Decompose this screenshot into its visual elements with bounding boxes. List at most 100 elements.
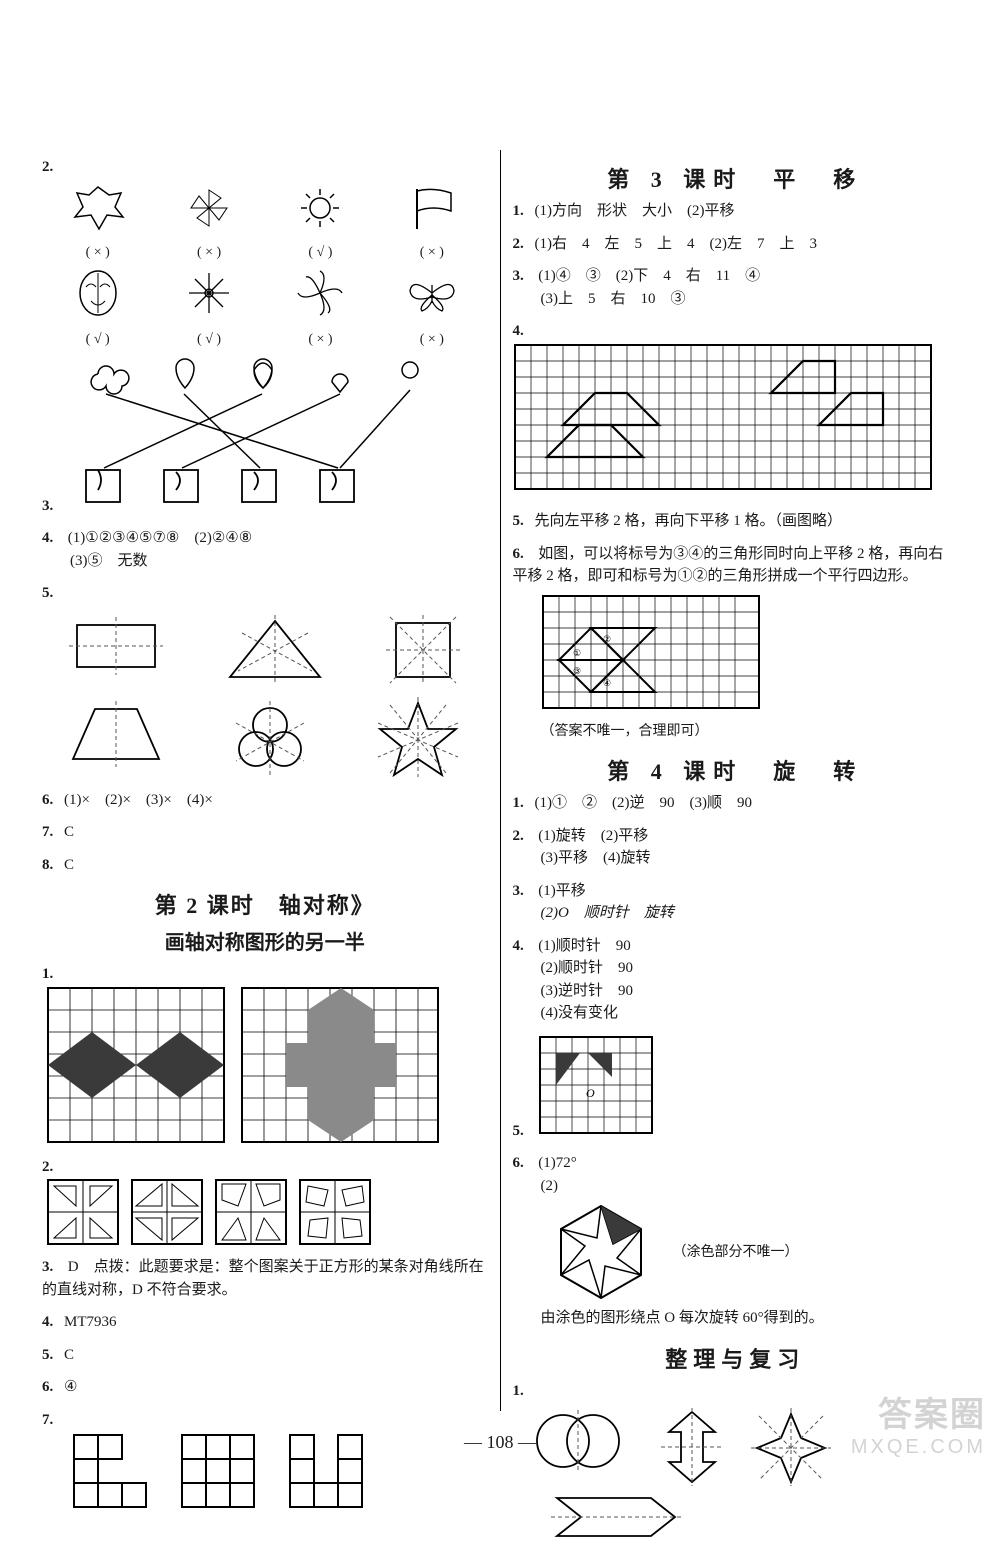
s3-q5: 5.先向左平移 2 格，再向下平移 1 格。（画图略） <box>513 510 959 533</box>
trapezoid-shape <box>61 695 171 773</box>
s4-q5-num: 5. <box>513 1120 535 1143</box>
page: 2. ( × ) ( × ) <box>0 0 1000 1471</box>
q2-r1c2-label: ( × ) <box>169 242 249 263</box>
q4-num: 4. <box>42 527 64 550</box>
s4-q6-num: 6. <box>513 1152 535 1175</box>
s3-q6: 6. 如图，可以将标号为③④的三角形同时向上平移 2 格，再向右平移 2 格，即… <box>513 543 959 743</box>
s4-q4-l4: (4)没有变化 <box>513 1002 959 1025</box>
chevron-shape <box>551 1492 681 1542</box>
s4-q1-num: 1. <box>513 792 535 815</box>
q5-num: 5. <box>42 582 64 605</box>
s2-q3-text: D 点拨：此题要求是：整个图案关于正方形的某条对角线所在的直线对称，D 不符合要… <box>42 1259 484 1298</box>
trefoil-shape <box>220 695 320 779</box>
s2-q7: 7. <box>42 1409 488 1508</box>
s4-q4-l3: (3)逆时针 90 <box>513 980 959 1003</box>
s4-q6-hex <box>541 1197 661 1307</box>
q2-r2c2-label: ( √ ) <box>169 329 249 350</box>
section2-title: 第 2 课时 轴对称》 <box>42 888 488 920</box>
q2-num: 2. <box>42 156 64 179</box>
q8-num: 8. <box>42 854 64 877</box>
s3-q4-num: 4. <box>513 320 535 343</box>
s3-q6-num: 6. <box>513 543 535 566</box>
rect-shape <box>61 611 171 681</box>
review-title: 整理与复习 <box>513 1342 959 1374</box>
q4: 4. (1)①②③④⑤⑦⑧ (2)②④⑧ (3)⑤ 无数 <box>42 527 488 572</box>
flag-icon: ( × ) <box>392 183 472 264</box>
s3-q3: 3. (1)④ ③ (2)下 4 右 11 ④ (3)上 5 右 10 ③ <box>513 265 959 310</box>
watermark: 答案圈 MXQE.COM <box>851 1387 986 1459</box>
s3-q5-num: 5. <box>513 510 535 533</box>
s3-q3-l2: (3)上 5 右 10 ③ <box>513 288 959 311</box>
q2-r1c4-label: ( × ) <box>392 242 472 263</box>
s4-q6: 6. (1)72° (2) <box>513 1152 959 1330</box>
s3-q4: 4. <box>513 320 959 500</box>
butterfly-icon: ( × ) <box>392 267 472 350</box>
q2-r2c3-label: ( × ) <box>280 329 360 350</box>
s4-q6-l2: (2) <box>513 1175 959 1198</box>
triangle-shape <box>220 611 330 689</box>
s4-q2-num: 2. <box>513 825 535 848</box>
q3-num: 3. <box>42 495 64 518</box>
q2: 2. ( × ) ( × ) <box>42 156 488 350</box>
q8: 8.C <box>42 854 488 877</box>
s4-q1-text: (1)① ② (2)逆 90 (3)顺 90 <box>535 795 752 811</box>
q2-r1c1-label: ( × ) <box>58 242 138 263</box>
s4-q5-grid: O <box>538 1035 658 1135</box>
s4-q3-l2: (2)O 顺时针 旋转 <box>513 902 959 925</box>
s2q2-box2 <box>130 1178 204 1246</box>
section2-sub: 画轴对称图形的另一半 <box>42 926 488 955</box>
watermark-line2: MXQE.COM <box>851 1436 986 1459</box>
s3-q1: 1.(1)方向 形状 大小 (2)平移 <box>513 200 959 223</box>
s4-q2-l2: (3)平移 (4)旋转 <box>513 847 959 870</box>
section3-title: 第 3 课时 平 移 <box>513 162 959 194</box>
mask-icon: ( √ ) <box>58 267 138 350</box>
q2-r2c4-label: ( × ) <box>392 329 472 350</box>
s3-q3-num: 3. <box>513 265 535 288</box>
q6: 6.(1)× (2)× (3)× (4)× <box>42 789 488 812</box>
s3-q2-text: (1)右 4 左 5 上 4 (2)左 7 上 3 <box>535 236 817 252</box>
s2-q1-num: 1. <box>42 963 64 986</box>
s3-q6-text: 如图，可以将标号为③④的三角形同时向上平移 2 格，再向右平移 2 格，即可和标… <box>513 546 944 585</box>
s2-q6-text: ④ <box>64 1379 77 1395</box>
q6-text: (1)× (2)× (3)× (4)× <box>64 792 213 808</box>
s4-q4-l1: (1)顺时针 90 <box>538 938 631 954</box>
q4-line1: (1)①②③④⑤⑦⑧ (2)②④⑧ <box>68 530 252 546</box>
page-number: 108 <box>487 1432 514 1452</box>
rv-q1-num: 1. <box>513 1380 535 1403</box>
s3-q4-grid <box>513 343 933 493</box>
s2-q7-num: 7. <box>42 1409 64 1432</box>
q4-line2: (3)⑤ 无数 <box>42 550 488 573</box>
s2-q3-num: 3. <box>42 1256 64 1279</box>
s3-q6-note: （答案不唯一，合理即可） <box>541 721 959 742</box>
s4-q5: 5. O <box>513 1035 959 1143</box>
right-column: 第 3 课时 平 移 1.(1)方向 形状 大小 (2)平移 2.(1)右 4 … <box>501 150 971 1411</box>
s2-q1: 1. <box>42 963 488 1146</box>
q6-num: 6. <box>42 789 64 812</box>
s2-q5-num: 5. <box>42 1344 64 1367</box>
s4-q3-l1: (1)平移 <box>538 883 586 899</box>
q8-text: C <box>64 857 74 873</box>
q2-row1: ( × ) ( × ) <box>42 183 488 264</box>
svg-text:O: O <box>586 1086 595 1100</box>
s2-q2-num: 2. <box>42 1156 64 1179</box>
s3-q1-text: (1)方向 形状 大小 (2)平移 <box>535 203 735 219</box>
snowflake-icon: ( √ ) <box>169 267 249 350</box>
q5: 5. <box>42 582 488 779</box>
s2-q5: 5.C <box>42 1344 488 1367</box>
swirl-icon: ( × ) <box>280 267 360 350</box>
s3-q2: 2.(1)右 4 左 5 上 4 (2)左 7 上 3 <box>513 233 959 256</box>
s2-q6-num: 6. <box>42 1376 64 1399</box>
star-shape <box>368 695 468 779</box>
s4-q4: 4. (1)顺时针 90 (2)顺时针 90 (3)逆时针 90 (4)没有变化 <box>513 935 959 1025</box>
s2q2-box3 <box>214 1178 288 1246</box>
q7-num: 7. <box>42 821 64 844</box>
q2-row2: ( √ ) ( √ ) <box>42 267 488 350</box>
s2-q1-grid1 <box>46 986 226 1146</box>
watermark-line1: 答案圈 <box>851 1387 986 1436</box>
svg-text:②: ② <box>603 634 611 644</box>
s4-q2: 2. (1)旋转 (2)平移 (3)平移 (4)旋转 <box>513 825 959 870</box>
s3-q5-text: 先向左平移 2 格，再向下平移 1 格。（画图略） <box>535 513 843 529</box>
s4-q2-l1: (1)旋转 (2)平移 <box>538 828 648 844</box>
svg-text:④: ④ <box>603 678 611 688</box>
s2-q3: 3. D 点拨：此题要求是：整个图案关于正方形的某条对角线所在的直线对称，D 不… <box>42 1256 488 1301</box>
